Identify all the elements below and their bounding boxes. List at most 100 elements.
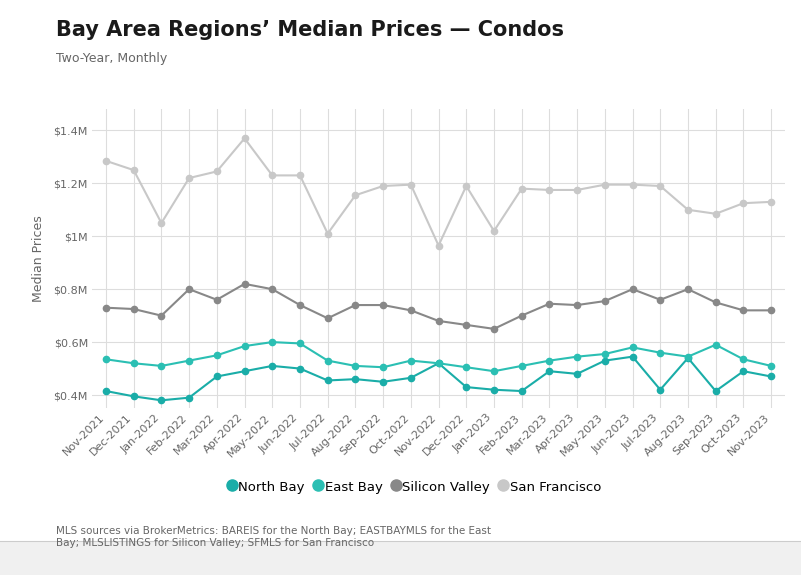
East Bay xyxy=(378,364,388,371)
Text: MLS sources via BrokerMetrics: BAREIS for the North Bay; EASTBAYMLS for the East: MLS sources via BrokerMetrics: BAREIS fo… xyxy=(56,526,491,548)
Silicon Valley xyxy=(434,317,444,324)
North Bay xyxy=(239,368,249,375)
Silicon Valley xyxy=(767,307,776,314)
North Bay xyxy=(129,393,139,400)
Silicon Valley xyxy=(296,302,305,309)
North Bay xyxy=(323,377,332,384)
San Francisco xyxy=(101,158,111,164)
North Bay xyxy=(655,386,665,393)
East Bay xyxy=(184,357,194,364)
Silicon Valley xyxy=(101,304,111,311)
East Bay xyxy=(157,362,167,369)
Silicon Valley xyxy=(628,286,638,293)
Silicon Valley xyxy=(157,312,167,319)
Silicon Valley xyxy=(600,298,610,305)
San Francisco xyxy=(268,172,277,179)
Line: East Bay: East Bay xyxy=(103,339,775,374)
East Bay xyxy=(600,351,610,358)
North Bay xyxy=(184,394,194,401)
San Francisco xyxy=(351,192,360,199)
North Bay xyxy=(157,397,167,404)
San Francisco xyxy=(711,210,721,217)
San Francisco xyxy=(212,168,222,175)
North Bay xyxy=(434,360,444,367)
San Francisco xyxy=(655,182,665,189)
North Bay xyxy=(683,355,693,362)
San Francisco xyxy=(767,198,776,205)
North Bay xyxy=(101,388,111,394)
San Francisco xyxy=(628,181,638,188)
East Bay xyxy=(545,357,554,364)
East Bay xyxy=(517,362,526,369)
East Bay xyxy=(323,357,332,364)
East Bay xyxy=(683,353,693,360)
East Bay xyxy=(739,356,748,363)
Silicon Valley xyxy=(323,315,332,322)
North Bay xyxy=(212,373,222,380)
North Bay xyxy=(739,368,748,375)
San Francisco xyxy=(184,175,194,182)
East Bay xyxy=(296,340,305,347)
San Francisco xyxy=(600,181,610,188)
East Bay xyxy=(212,352,222,359)
East Bay xyxy=(239,343,249,350)
Silicon Valley xyxy=(129,305,139,312)
Legend: North Bay, East Bay, Silicon Valley, San Francisco: North Bay, East Bay, Silicon Valley, San… xyxy=(231,480,602,494)
East Bay xyxy=(767,362,776,369)
Silicon Valley xyxy=(378,302,388,309)
Y-axis label: Median Prices: Median Prices xyxy=(32,216,45,302)
East Bay xyxy=(655,349,665,356)
Silicon Valley xyxy=(212,296,222,303)
San Francisco xyxy=(239,135,249,142)
North Bay xyxy=(489,386,499,393)
East Bay xyxy=(628,344,638,351)
Silicon Valley xyxy=(268,286,277,293)
Silicon Valley xyxy=(351,302,360,309)
San Francisco xyxy=(434,242,444,249)
Silicon Valley xyxy=(739,307,748,314)
East Bay xyxy=(101,356,111,363)
North Bay xyxy=(296,365,305,372)
East Bay xyxy=(351,362,360,369)
San Francisco xyxy=(157,220,167,227)
East Bay xyxy=(711,342,721,348)
San Francisco xyxy=(572,186,582,193)
Line: San Francisco: San Francisco xyxy=(103,135,775,248)
San Francisco xyxy=(296,172,305,179)
North Bay xyxy=(406,374,416,381)
East Bay xyxy=(129,360,139,367)
San Francisco xyxy=(129,167,139,174)
San Francisco xyxy=(517,185,526,192)
East Bay xyxy=(489,368,499,375)
Silicon Valley xyxy=(711,299,721,306)
Silicon Valley xyxy=(545,300,554,307)
San Francisco xyxy=(489,228,499,235)
North Bay xyxy=(600,357,610,364)
North Bay xyxy=(572,370,582,377)
San Francisco xyxy=(323,230,332,237)
North Bay xyxy=(767,373,776,380)
East Bay xyxy=(406,357,416,364)
North Bay xyxy=(628,353,638,360)
Silicon Valley xyxy=(655,296,665,303)
Silicon Valley xyxy=(683,286,693,293)
Silicon Valley xyxy=(517,312,526,319)
North Bay xyxy=(711,388,721,394)
Text: Two-Year, Monthly: Two-Year, Monthly xyxy=(56,52,167,65)
Silicon Valley xyxy=(406,307,416,314)
East Bay xyxy=(268,339,277,346)
North Bay xyxy=(351,375,360,382)
North Bay xyxy=(268,362,277,369)
Line: North Bay: North Bay xyxy=(103,354,775,404)
Line: Silicon Valley: Silicon Valley xyxy=(103,281,775,332)
North Bay xyxy=(517,388,526,394)
San Francisco xyxy=(378,182,388,189)
Silicon Valley xyxy=(461,321,471,328)
East Bay xyxy=(461,364,471,371)
San Francisco xyxy=(683,206,693,213)
San Francisco xyxy=(406,181,416,188)
North Bay xyxy=(461,384,471,390)
San Francisco xyxy=(545,186,554,193)
Silicon Valley xyxy=(572,302,582,309)
Silicon Valley xyxy=(489,325,499,332)
